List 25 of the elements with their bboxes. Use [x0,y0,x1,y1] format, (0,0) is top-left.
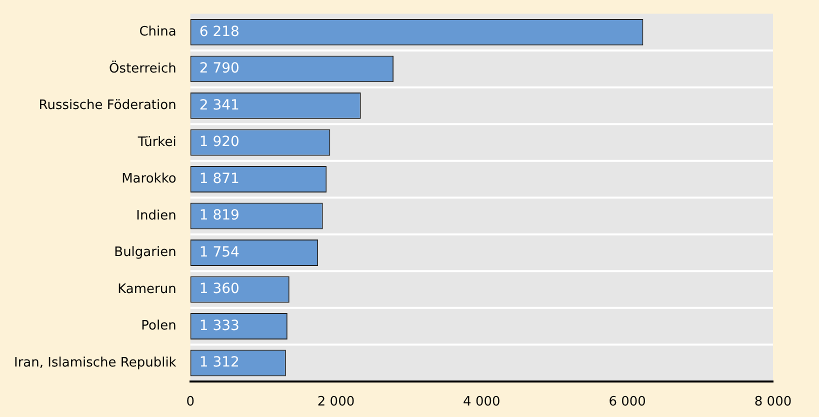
x-tick-label: 2 000 [317,394,355,410]
data-label: 1 360 [199,281,240,298]
data-label: 1 819 [199,208,240,224]
y-tick-label: Kamerun [118,282,176,297]
y-tick-label: Indien [136,208,176,224]
data-label: 1 871 [199,170,240,187]
y-tick-label: Österreich [109,60,176,76]
x-tick-label: 4 000 [463,394,500,410]
y-tick-label: Türkei [136,134,176,150]
y-tick-label: Iran, Islamische Republik [14,355,177,370]
x-tick-label: 6 000 [608,394,646,410]
data-label: 1 754 [199,244,240,260]
y-tick-label: China [139,24,176,40]
data-label: 6 218 [199,24,240,40]
y-tick-label: Bulgarien [114,245,176,260]
y-tick-label: Russische Föderation [38,98,176,114]
data-label: 1 920 [199,134,240,150]
x-tick-label: 0 [186,394,194,410]
y-tick-label: Marokko [122,172,176,187]
data-label: 2 341 [199,97,240,114]
y-tick-label: Polen [141,318,176,334]
x-tick-label: 8 000 [754,394,792,410]
data-label: 1 312 [199,354,240,371]
data-label: 2 790 [199,60,240,77]
data-label: 1 333 [199,318,240,334]
